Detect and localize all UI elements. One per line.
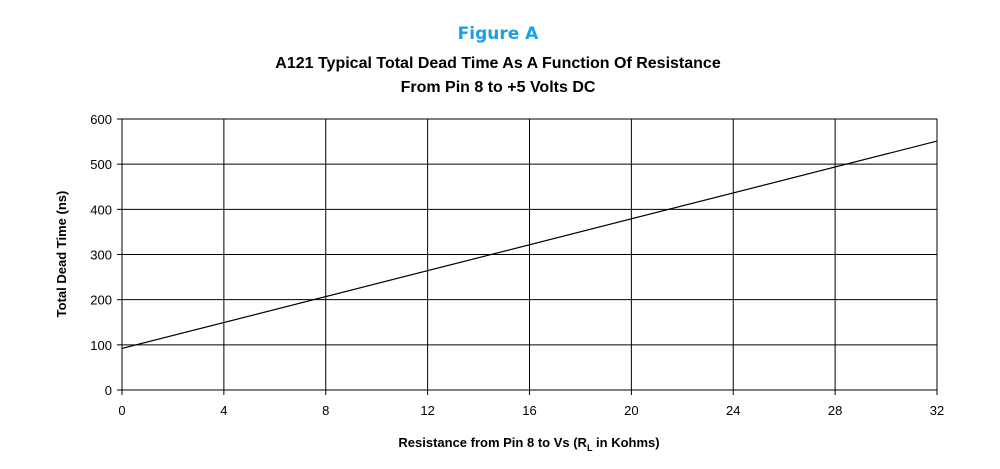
- y-tick-label: 100: [90, 338, 112, 353]
- series: [121, 140, 938, 349]
- figure-label: Figure A: [458, 24, 540, 44]
- x-tick-label: 20: [624, 403, 638, 418]
- x-tick-label: 4: [220, 403, 227, 418]
- y-tick-label: 200: [90, 293, 112, 308]
- x-tick-label: 0: [118, 403, 125, 418]
- x-tick-label: 12: [420, 403, 434, 418]
- x-axis-label-end: in Kohms): [592, 435, 659, 450]
- x-tick-label: 32: [930, 403, 944, 418]
- x-tick-label: 8: [322, 403, 329, 418]
- x-axis-label-main: Resistance from Pin 8 to Vs (R: [398, 435, 587, 450]
- grid: [117, 118, 938, 395]
- x-axis-label-subscript: L: [587, 443, 593, 453]
- y-tick-label: 500: [90, 157, 112, 172]
- x-tick-label: 16: [522, 403, 536, 418]
- x-tick-label: 28: [828, 403, 842, 418]
- y-tick-label: 600: [90, 112, 112, 127]
- x-tick-label: 24: [726, 403, 740, 418]
- chart-title-line-1: A121 Typical Total Dead Time As A Functi…: [275, 55, 721, 72]
- tick-labels: 0 100 200 300 400 500 600 0 4 8 12 16 20 24 28 32: [90, 112, 944, 418]
- series-line-1: [121, 140, 938, 349]
- y-tick-label: 300: [90, 248, 112, 263]
- y-tick-label: 0: [105, 383, 112, 398]
- y-axis-label: Total Dead Time (ns): [54, 191, 69, 318]
- chart-title-line-2: From Pin 8 to +5 Volts DC: [401, 79, 596, 96]
- x-axis-label: Resistance from Pin 8 to Vs (RL in Kohms…: [398, 435, 659, 453]
- y-tick-label: 400: [90, 202, 112, 217]
